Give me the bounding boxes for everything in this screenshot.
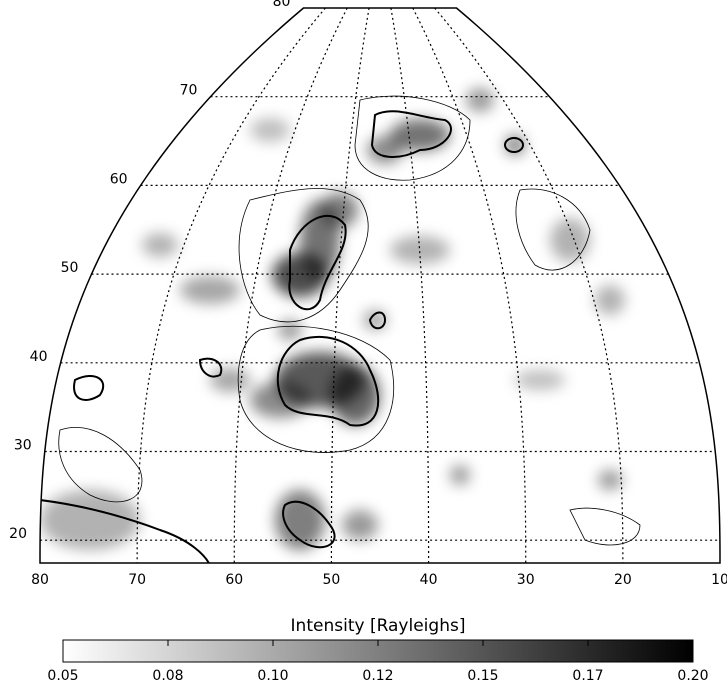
colorbar-tick-label: 0.05 xyxy=(47,668,78,684)
latitude-label: 50 xyxy=(61,260,79,276)
colorbar-ticks: 0.05 0.08 0.10 0.12 0.15 0.17 0.20 xyxy=(47,640,709,684)
longitude-label: 40 xyxy=(420,572,438,588)
latitude-label: 80 xyxy=(273,0,291,10)
latitude-label: 40 xyxy=(30,349,48,365)
colorbar-tick-label: 0.08 xyxy=(152,668,183,684)
longitude-label: 10 xyxy=(711,572,727,588)
colorbar-tick-label: 0.10 xyxy=(257,668,288,684)
map-border xyxy=(39,7,721,564)
intensity-field xyxy=(40,88,641,563)
latitude-label: 70 xyxy=(180,83,198,99)
colorbar-tick-label: 0.17 xyxy=(572,668,603,684)
meridian xyxy=(330,7,370,564)
longitude-label: 50 xyxy=(323,572,341,588)
contours xyxy=(40,95,641,563)
meridian xyxy=(136,7,326,564)
colorbar-tick-label: 0.15 xyxy=(467,668,498,684)
colorbar-label: Intensity [Rayleighs] xyxy=(291,616,466,636)
latitude-label: 30 xyxy=(14,438,32,454)
longitude-label: 60 xyxy=(225,572,243,588)
meridian xyxy=(434,7,624,564)
colorbar-tick-label: 0.20 xyxy=(677,668,708,684)
meridian xyxy=(412,7,527,564)
graticule-labels: 80 70 60 50 40 30 20 10 80 70 60 50 40 30 20 xyxy=(9,0,727,588)
graticule xyxy=(39,7,721,564)
longitude-label: 70 xyxy=(128,572,146,588)
colorbar-tick-label: 0.12 xyxy=(362,668,393,684)
longitude-label: 20 xyxy=(614,572,632,588)
longitude-label: 80 xyxy=(31,572,49,588)
latitude-label: 20 xyxy=(9,526,27,542)
meridian xyxy=(390,7,430,564)
latitude-label: 60 xyxy=(110,171,128,187)
longitude-label: 30 xyxy=(517,572,535,588)
meridian xyxy=(233,7,348,564)
